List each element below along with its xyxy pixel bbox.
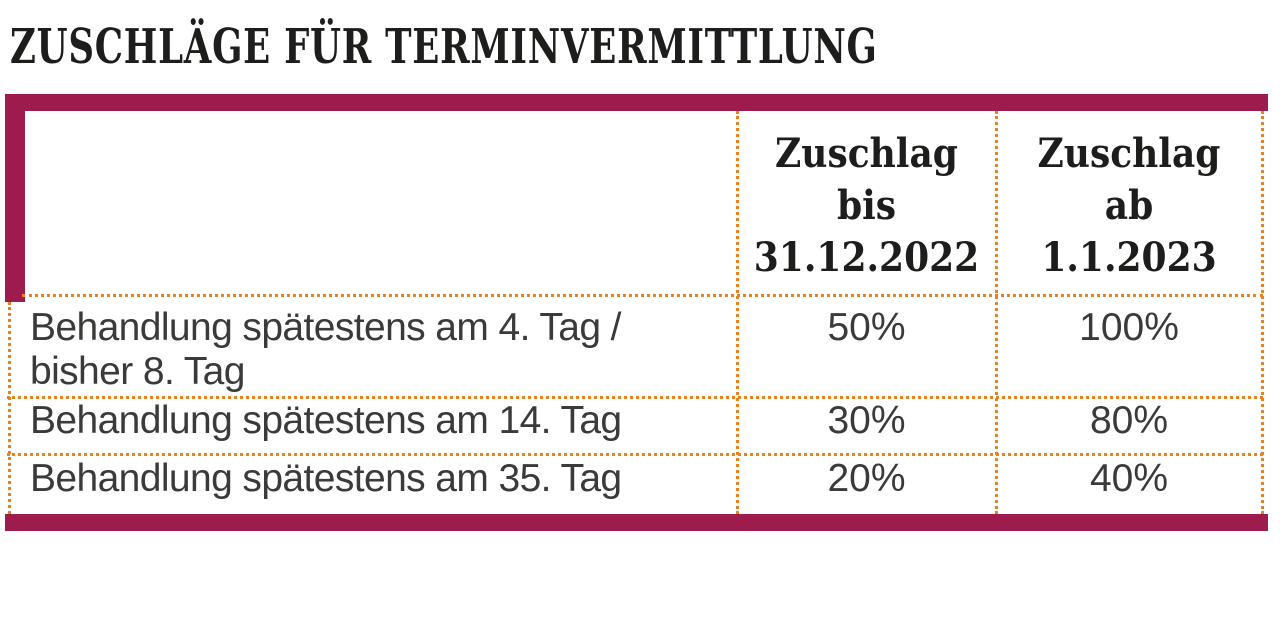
table-cell-zuschlag-ab: 100% bbox=[1079, 306, 1179, 349]
table-cell-zuschlag-ab: 80% bbox=[1089, 399, 1169, 442]
divider-vertical-left-edge bbox=[8, 302, 11, 514]
divider-vertical-between-value-columns bbox=[995, 111, 998, 514]
table-row-label: Behandlung spätestens am 14. Tag bbox=[30, 399, 622, 442]
table-border-top bbox=[5, 94, 1268, 111]
table-cell-zuschlag-bis: 20% bbox=[827, 457, 906, 500]
column-header-zuschlag-bis: Zuschlag bis 31.12.2022 bbox=[738, 128, 995, 284]
column-header-zuschlag-bis-text: Zuschlag bis 31.12.2022 bbox=[753, 130, 980, 281]
column-header-zuschlag-ab-text: Zuschlag ab 1.1.2023 bbox=[1037, 130, 1221, 281]
table-cell-zuschlag-ab: 40% bbox=[1089, 457, 1169, 500]
table-cell-zuschlag-bis: 30% bbox=[827, 399, 906, 442]
divider-vertical-right-edge bbox=[1261, 111, 1264, 514]
divider-below-row2 bbox=[7, 453, 1263, 456]
divider-below-row1 bbox=[7, 396, 1263, 399]
table-row-label: Behandlung spätestens am 35. Tag bbox=[30, 457, 622, 500]
page-title-text: ZUSCHLÄGE FÜR TERMINVERMITTLUNG bbox=[10, 19, 878, 75]
table-border-left bbox=[5, 94, 25, 302]
table-row-label: Behandlung spätestens am 4. Tag / bisher… bbox=[30, 306, 622, 393]
divider-vertical-after-labels bbox=[736, 111, 739, 514]
table-border-bottom bbox=[5, 514, 1268, 531]
column-header-zuschlag-ab: Zuschlag ab 1.1.2023 bbox=[997, 128, 1261, 284]
divider-below-header bbox=[22, 294, 1263, 297]
table-cell-zuschlag-bis: 50% bbox=[827, 306, 906, 349]
page-title: ZUSCHLÄGE FÜR TERMINVERMITTLUNG bbox=[10, 23, 1182, 71]
